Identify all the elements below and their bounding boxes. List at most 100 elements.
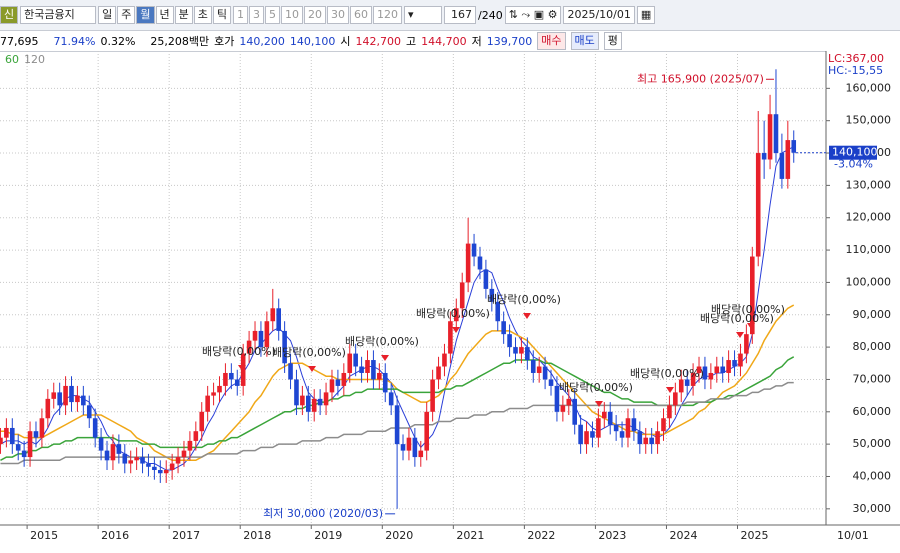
candle-body	[791, 140, 797, 153]
period-button[interactable]: 월	[136, 6, 155, 24]
candle-body	[270, 308, 276, 322]
candle-body	[317, 398, 323, 406]
ask-label: 호가	[214, 35, 235, 48]
dividend-arrow	[238, 365, 246, 371]
legend-label: 60	[5, 53, 19, 66]
turnover: 0.32%	[100, 34, 136, 48]
x-tick-label: 2021	[456, 529, 484, 542]
candle-body	[169, 463, 175, 471]
interval-button[interactable]: 3	[249, 6, 264, 24]
dividend-arrow	[308, 366, 316, 372]
candle-body	[329, 379, 335, 393]
count[interactable]: 167	[444, 6, 476, 24]
dividend-arrow	[452, 327, 460, 333]
candle-body	[501, 321, 506, 335]
candle-body	[779, 153, 785, 179]
candle-body	[773, 114, 779, 154]
interval-button[interactable]: 1	[233, 6, 248, 24]
interval-button[interactable]: 60	[350, 6, 372, 24]
period-button[interactable]: 일	[98, 6, 117, 24]
candle-body	[637, 431, 643, 445]
volume: 77,695	[0, 34, 39, 48]
candle-body	[134, 457, 139, 461]
candle-body	[217, 385, 222, 393]
interval-button[interactable]: 10	[281, 6, 303, 24]
tool-icons[interactable]: ⇅ ⤳ ▣ ⚙	[504, 6, 562, 24]
candle-body	[785, 140, 791, 179]
high-label: 고	[406, 35, 417, 48]
y-tick-label: 150,000	[846, 114, 892, 127]
candle-body	[86, 405, 92, 419]
candle-body	[140, 457, 145, 464]
interval-button[interactable]: 20	[304, 6, 326, 24]
candle-body	[548, 379, 554, 386]
candle-body	[0, 437, 3, 445]
candle-body	[578, 424, 583, 445]
period-button[interactable]: 틱	[212, 6, 231, 24]
interval-button[interactable]: 120	[373, 6, 402, 24]
dividend-note: 배당락(0,00%)	[202, 345, 276, 358]
candle-body	[454, 308, 459, 322]
candle-body	[607, 411, 613, 425]
candle-body	[163, 470, 169, 474]
y-tick-label: 110,000	[846, 243, 892, 256]
candle-body	[489, 288, 495, 302]
candle-body	[223, 372, 228, 386]
candle-body	[341, 372, 347, 386]
dividend-note: 배당락(0,00%)	[345, 335, 419, 348]
candle-body	[424, 411, 429, 451]
candle-body	[400, 444, 406, 451]
last-price: 140,100	[832, 146, 878, 159]
x-tick-label: 2016	[101, 529, 129, 542]
candle-body	[406, 437, 412, 451]
candle-body	[507, 334, 512, 348]
y-tick-label: 80,000	[853, 340, 892, 353]
max-note: 최고 165,900 (2025/07)	[637, 72, 764, 85]
candle-body	[264, 321, 270, 348]
interval-buttons: 1 3 5 10 20 30 60 120	[233, 6, 402, 24]
legend-label: 120	[24, 53, 45, 66]
date[interactable]: 2025/10/01	[563, 6, 635, 24]
period-button[interactable]: 초	[193, 6, 212, 24]
candle-body	[519, 347, 524, 354]
avg-button[interactable]: 평	[603, 32, 622, 50]
period-button[interactable]: 주	[117, 6, 136, 24]
calendar[interactable]: ▦	[636, 6, 656, 24]
y-tick-label: 160,000	[846, 81, 892, 94]
y-tick-label: 40,000	[853, 469, 892, 482]
candle-body	[465, 243, 471, 283]
candle-body	[649, 437, 654, 445]
sell-button[interactable]: 매도	[570, 32, 599, 50]
hc-label: HC:-15,55	[828, 64, 883, 77]
dropdown[interactable]: ▾	[404, 6, 442, 24]
dividend-arrow	[595, 401, 603, 407]
candle-body	[33, 431, 39, 438]
candle-body	[27, 431, 33, 458]
candle-body	[45, 398, 51, 419]
candle-body	[57, 392, 62, 406]
amount: 25,208백만	[150, 35, 210, 48]
high: 144,700	[421, 34, 467, 48]
candle-body	[288, 363, 293, 380]
low-label: 저	[471, 35, 482, 48]
candle-body	[51, 392, 57, 399]
candle-body	[187, 440, 193, 451]
chart: 30,000 40,000 50,000 60,000 70,000 80,000 90,0…	[0, 51, 900, 553]
candle-body	[199, 411, 205, 432]
candle-body	[678, 379, 684, 393]
candle-body	[596, 418, 601, 438]
grid	[0, 51, 826, 525]
period-button[interactable]: 분	[174, 6, 193, 24]
stock-name[interactable]: 한국금융지	[20, 6, 97, 24]
bid: 140,100	[289, 34, 336, 48]
candle-body	[158, 470, 163, 474]
open: 142,700	[355, 34, 402, 48]
y-tick-label: 100,000	[846, 275, 892, 288]
interval-button[interactable]: 5	[265, 6, 280, 24]
period-button[interactable]: 년	[155, 6, 174, 24]
candle-body	[566, 398, 572, 406]
buy-button[interactable]: 매수	[537, 32, 566, 50]
candle-body	[619, 431, 625, 438]
interval-button[interactable]: 30	[327, 6, 349, 24]
candle-body	[767, 114, 773, 160]
